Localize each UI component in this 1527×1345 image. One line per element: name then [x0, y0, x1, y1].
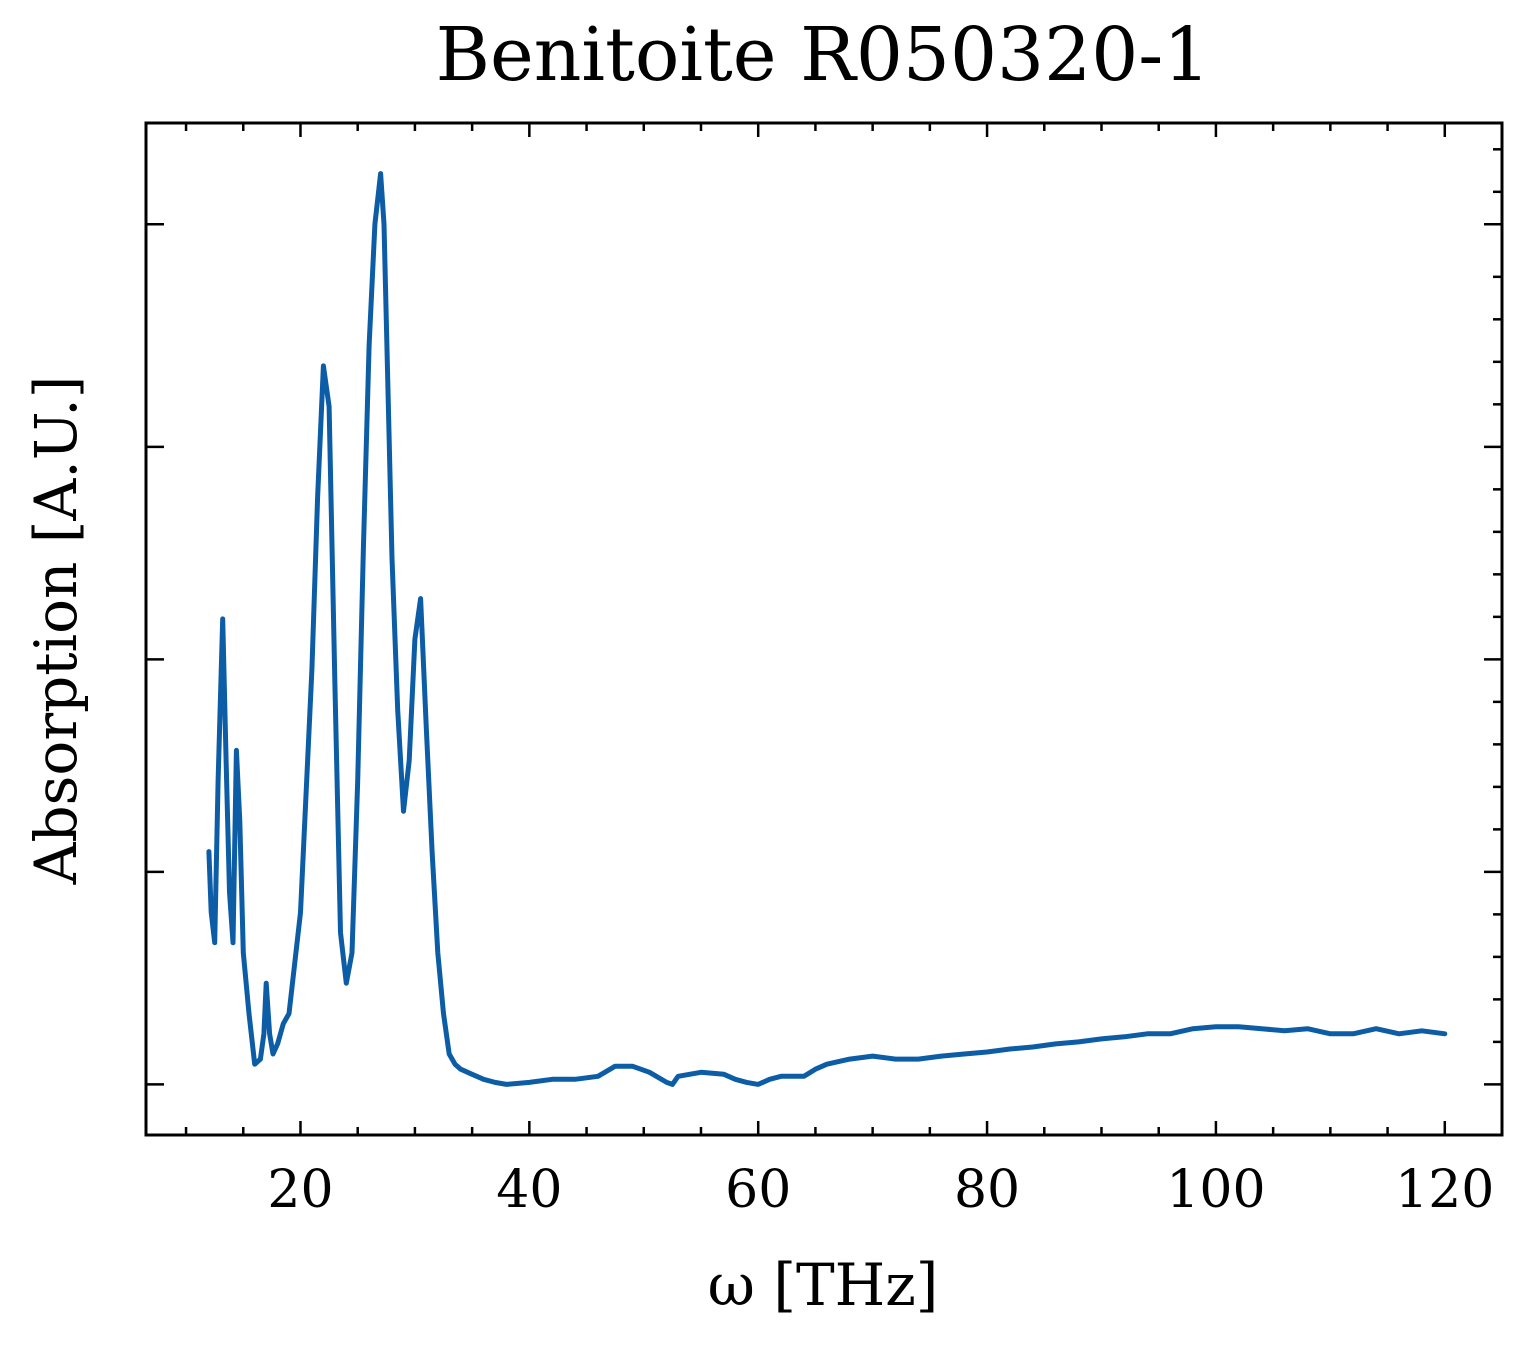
y-axis-label: Absorption [A.U.]	[22, 376, 90, 886]
x-tick-label: 100	[1166, 1160, 1265, 1220]
x-tick-label: 120	[1395, 1160, 1494, 1220]
x-tick-label: 40	[496, 1160, 562, 1220]
x-axis-label: ω [THz]	[708, 1251, 939, 1319]
y-axis-ticks	[146, 148, 1502, 1086]
chart-title: Benitoite R050320-1	[436, 12, 1211, 98]
x-tick-label: 60	[725, 1160, 791, 1220]
plot-frame	[144, 121, 1504, 1137]
x-tick-label: 80	[954, 1160, 1020, 1220]
x-axis-ticks: 20 40 60 80 100 120	[184, 123, 1504, 1220]
series-layer	[206, 171, 1448, 1087]
x-tick-label: 20	[267, 1160, 333, 1220]
series-line	[206, 171, 1448, 1087]
